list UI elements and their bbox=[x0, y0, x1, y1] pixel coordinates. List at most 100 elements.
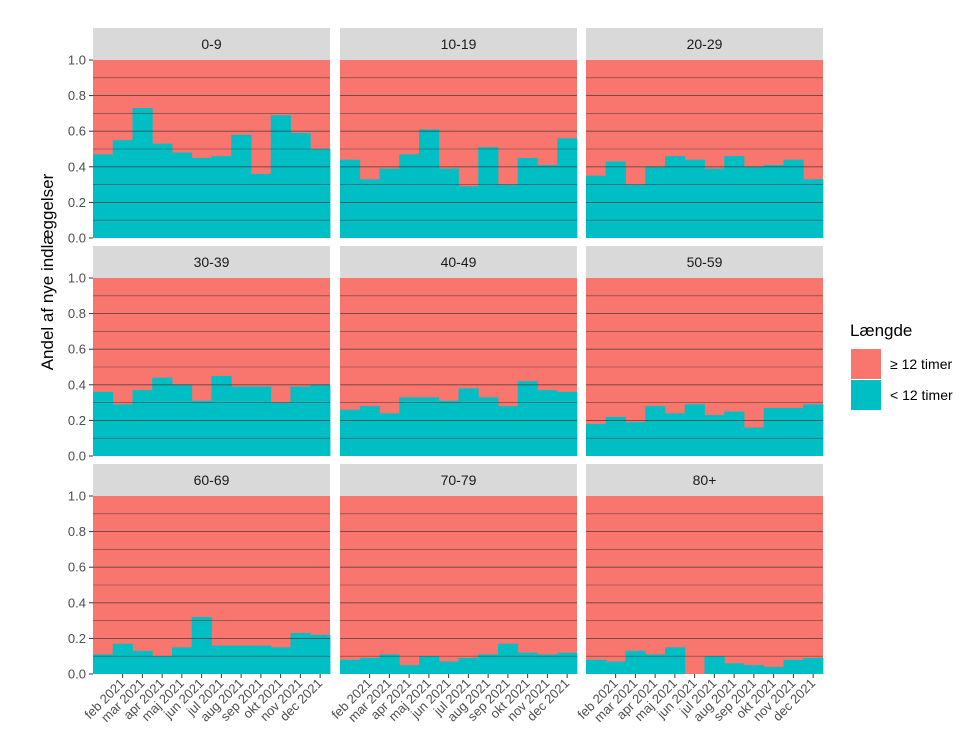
bar-lt-12 bbox=[340, 659, 361, 674]
bar-lt-12 bbox=[744, 427, 765, 456]
y-tick-label: 0.2 bbox=[68, 413, 86, 428]
bar-lt-12 bbox=[438, 661, 459, 674]
bar-lt-12 bbox=[625, 650, 646, 674]
panel-strip bbox=[586, 464, 823, 496]
bar-lt-12 bbox=[132, 108, 153, 238]
y-tick-label: 0.8 bbox=[68, 306, 86, 321]
bar-lt-12 bbox=[132, 650, 153, 674]
bar-lt-12 bbox=[310, 149, 331, 238]
bar-lt-12 bbox=[478, 654, 499, 674]
bar-lt-12 bbox=[379, 168, 400, 238]
bar-lt-12 bbox=[379, 413, 400, 456]
bar-lt-12 bbox=[684, 159, 705, 238]
bar-lt-12 bbox=[586, 659, 607, 674]
bar-lt-12 bbox=[211, 375, 232, 456]
bar-lt-12 bbox=[379, 654, 400, 674]
panel-title: 30-39 bbox=[194, 254, 230, 270]
bar-lt-12 bbox=[251, 645, 272, 674]
panel-title: 10-19 bbox=[441, 36, 477, 52]
bar-lt-12 bbox=[586, 175, 607, 238]
y-tick-label: 0.6 bbox=[68, 342, 86, 357]
bar-lt-12 bbox=[586, 423, 607, 456]
panel-strip bbox=[586, 246, 823, 278]
bar-lt-12 bbox=[438, 168, 459, 238]
bar-lt-12 bbox=[704, 415, 725, 456]
legend-label-lt-12: < 12 timer bbox=[890, 387, 953, 403]
panel-30-39: 30-39 0.0 0.2 0.4 0.6 0.8 1.0 bbox=[68, 246, 331, 464]
bar-lt-12 bbox=[458, 186, 479, 238]
bar-lt-12 bbox=[724, 663, 745, 674]
bar-lt-12 bbox=[704, 656, 725, 674]
bar-lt-12 bbox=[340, 409, 361, 456]
bar-lt-12 bbox=[645, 654, 666, 674]
bar-lt-12 bbox=[783, 659, 804, 674]
bar-lt-12 bbox=[498, 406, 519, 456]
bar-lt-12 bbox=[665, 156, 686, 238]
legend: Længde ≥ 12 timer < 12 timer bbox=[850, 321, 953, 410]
bar-lt-12 bbox=[132, 390, 153, 456]
bar-lt-12 bbox=[191, 157, 212, 238]
y-tick-label: 0.8 bbox=[68, 524, 86, 539]
bar-lt-12 bbox=[270, 115, 291, 238]
bar-lt-12 bbox=[498, 184, 519, 238]
bar-lt-12 bbox=[290, 386, 311, 456]
bar-lt-12 bbox=[438, 400, 459, 456]
y-tick-label: 0.2 bbox=[68, 631, 86, 646]
bar-lt-12 bbox=[625, 184, 646, 238]
bar-lt-12 bbox=[211, 156, 232, 238]
bar-lt-12 bbox=[557, 391, 578, 456]
bar-lt-12 bbox=[340, 159, 361, 238]
bar-lt-12 bbox=[763, 165, 784, 238]
bar-lt-12 bbox=[93, 391, 114, 456]
bar-lt-12 bbox=[172, 647, 193, 674]
bar-lt-12 bbox=[724, 156, 745, 238]
bar-lt-12 bbox=[152, 656, 173, 674]
bar-lt-12 bbox=[191, 617, 212, 674]
bar-lt-12 bbox=[399, 154, 420, 238]
y-tick-label: 0.0 bbox=[68, 449, 86, 464]
y-tick-label: 0.6 bbox=[68, 560, 86, 575]
bar-lt-12 bbox=[645, 406, 666, 456]
bar-lt-12 bbox=[665, 413, 686, 456]
bar-lt-12 bbox=[191, 400, 212, 456]
y-tick-label: 1.0 bbox=[68, 489, 86, 504]
bar-lt-12 bbox=[763, 407, 784, 456]
bar-lt-12 bbox=[517, 157, 538, 238]
panel-strip bbox=[93, 246, 330, 278]
bar-lt-12 bbox=[684, 404, 705, 456]
bar-lt-12 bbox=[498, 643, 519, 674]
legend-title: Længde bbox=[850, 321, 912, 340]
bar-lt-12 bbox=[537, 165, 558, 238]
bar-lt-12 bbox=[605, 661, 626, 674]
bar-lt-12 bbox=[704, 168, 725, 238]
bar-lt-12 bbox=[93, 654, 114, 674]
bar-lt-12 bbox=[783, 159, 804, 238]
panel-strip bbox=[340, 246, 577, 278]
y-tick-label: 0.4 bbox=[68, 377, 86, 392]
bar-lt-12 bbox=[744, 665, 765, 674]
y-tick-label: 0.0 bbox=[68, 231, 86, 246]
bar-lt-12 bbox=[359, 657, 380, 674]
panel-0-9: 0-9 0.0 0.2 0.4 0.6 0.8 1.0 bbox=[68, 28, 331, 246]
bar-lt-12 bbox=[152, 377, 173, 456]
bar-lt-12 bbox=[290, 132, 311, 238]
y-tick-label: 0.0 bbox=[68, 667, 86, 682]
bar-lt-12 bbox=[112, 140, 133, 238]
panel-40-49: 40-49 bbox=[340, 246, 578, 456]
panel-strip bbox=[340, 464, 577, 496]
y-tick-label: 0.6 bbox=[68, 124, 86, 139]
bar-lt-12 bbox=[803, 179, 824, 238]
panel-strip bbox=[93, 28, 330, 60]
legend-key-ge-12 bbox=[851, 349, 881, 379]
bar-lt-12 bbox=[359, 179, 380, 238]
bar-lt-12 bbox=[478, 397, 499, 456]
bar-lt-12 bbox=[803, 657, 824, 674]
bar-lt-12 bbox=[419, 397, 440, 456]
bar-lt-12 bbox=[557, 138, 578, 238]
panel-title: 80+ bbox=[693, 472, 717, 488]
bar-lt-12 bbox=[458, 657, 479, 674]
